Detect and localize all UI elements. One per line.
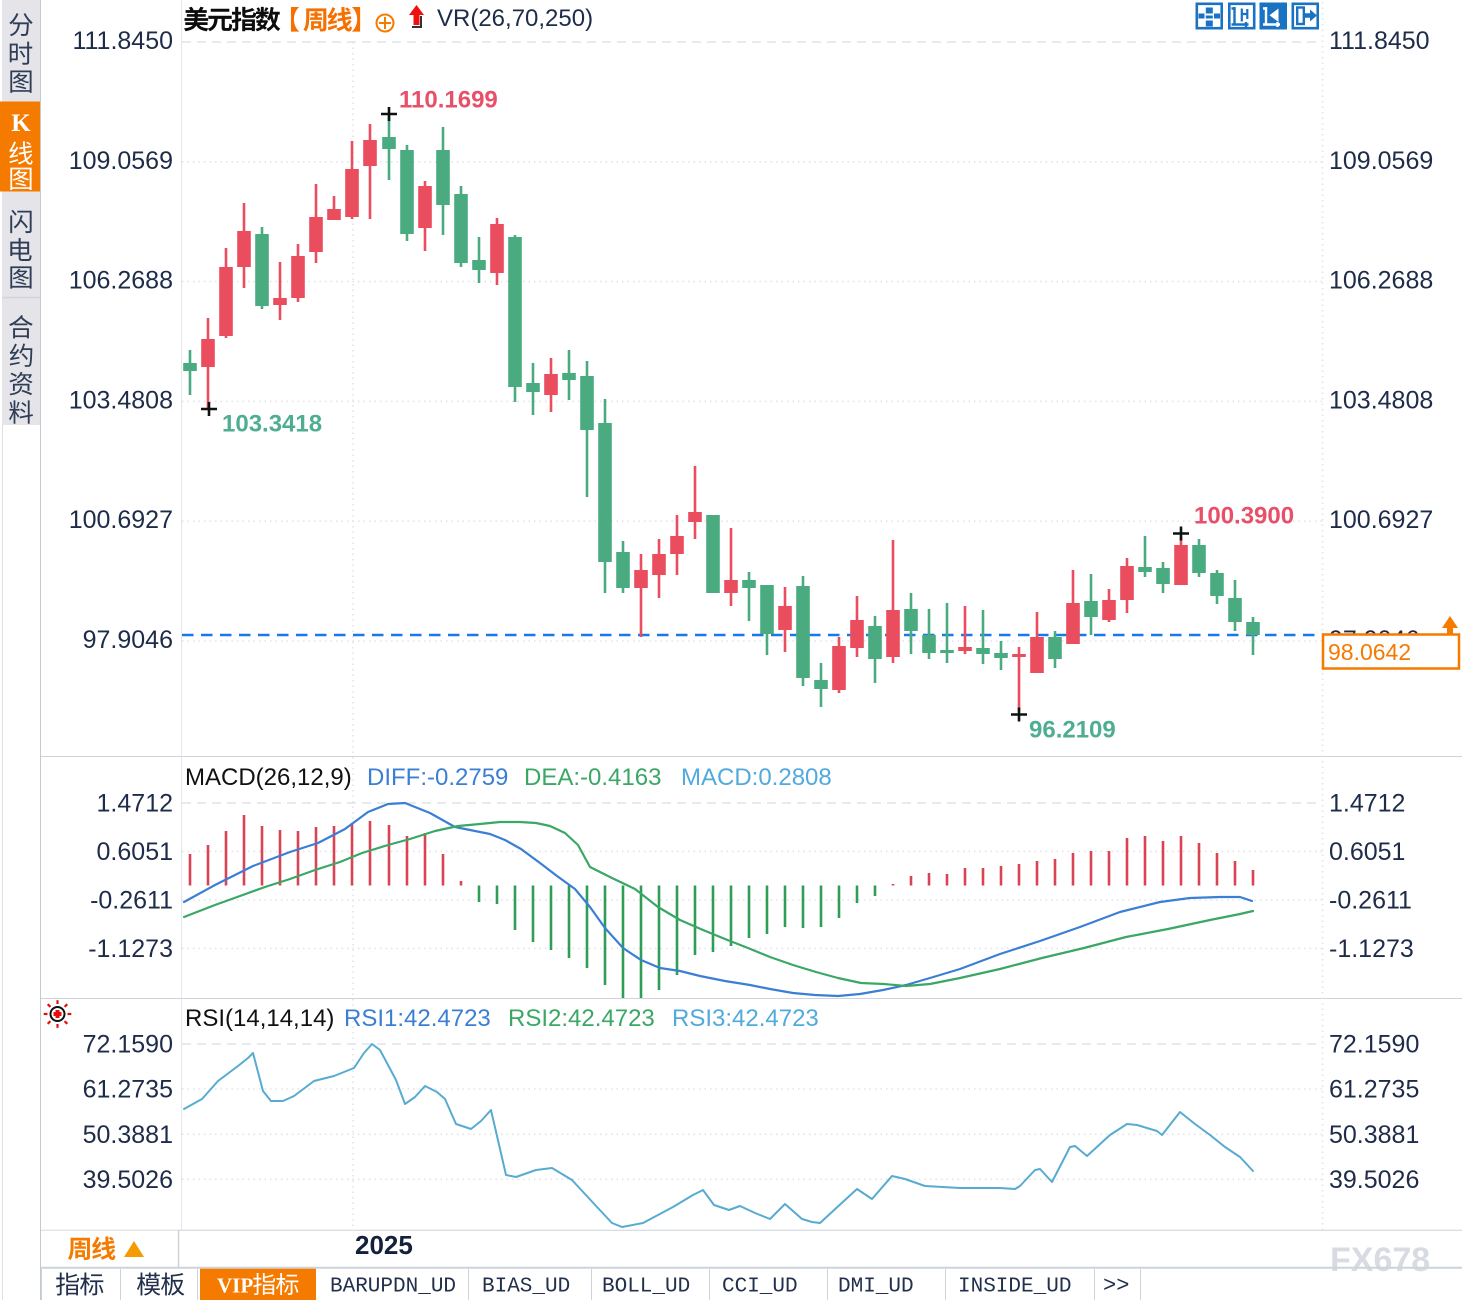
svg-text:VIP: VIP bbox=[217, 1274, 253, 1298]
svg-text:VR(26,70,250): VR(26,70,250) bbox=[437, 5, 593, 32]
svg-text:61.2735: 61.2735 bbox=[1329, 1076, 1419, 1104]
svg-text:96.2109: 96.2109 bbox=[1029, 717, 1116, 744]
svg-text:39.5026: 39.5026 bbox=[1329, 1166, 1419, 1194]
svg-text:-0.2611: -0.2611 bbox=[1329, 887, 1412, 915]
svg-text:RSI(14,14,14): RSI(14,14,14) bbox=[185, 1005, 334, 1032]
svg-text:109.0569: 109.0569 bbox=[69, 147, 173, 175]
svg-text:BARUPDN_UD: BARUPDN_UD bbox=[330, 1276, 456, 1299]
svg-text:0.6051: 0.6051 bbox=[1329, 838, 1405, 866]
svg-text:RSI2:42.4723: RSI2:42.4723 bbox=[508, 1005, 655, 1032]
svg-text:110.1699: 110.1699 bbox=[399, 87, 498, 114]
svg-text:103.3418: 103.3418 bbox=[222, 411, 322, 438]
svg-text:61.2735: 61.2735 bbox=[83, 1076, 173, 1104]
svg-text:100.3900: 100.3900 bbox=[1194, 503, 1294, 530]
svg-text:CCI_UD: CCI_UD bbox=[722, 1276, 798, 1299]
svg-text:DEA:-0.4163: DEA:-0.4163 bbox=[524, 764, 661, 791]
svg-text:MACD:0.2808: MACD:0.2808 bbox=[681, 764, 832, 791]
svg-text:106.2688: 106.2688 bbox=[1329, 267, 1433, 295]
svg-text:103.4808: 103.4808 bbox=[69, 386, 173, 414]
svg-text:INSIDE_UD: INSIDE_UD bbox=[958, 1276, 1071, 1299]
svg-text:39.5026: 39.5026 bbox=[83, 1166, 173, 1194]
svg-text:>>: >> bbox=[1103, 1274, 1129, 1299]
svg-text:RSI3:42.4723: RSI3:42.4723 bbox=[672, 1005, 819, 1032]
svg-text:103.4808: 103.4808 bbox=[1329, 386, 1433, 414]
svg-text:DIFF:-0.2759: DIFF:-0.2759 bbox=[367, 764, 508, 791]
svg-text:97.9046: 97.9046 bbox=[83, 626, 173, 654]
svg-text:0.6051: 0.6051 bbox=[97, 838, 173, 866]
svg-text:RSI1:42.4723: RSI1:42.4723 bbox=[344, 1005, 491, 1032]
svg-text:111.8450: 111.8450 bbox=[1329, 27, 1430, 55]
svg-text:72.1590: 72.1590 bbox=[83, 1031, 173, 1059]
svg-text:FX678: FX678 bbox=[1330, 1241, 1430, 1279]
svg-text:98.0642: 98.0642 bbox=[1328, 639, 1411, 665]
svg-text:-1.1273: -1.1273 bbox=[1329, 935, 1414, 963]
svg-text:111.8450: 111.8450 bbox=[72, 27, 173, 55]
svg-text:50.3881: 50.3881 bbox=[1329, 1121, 1419, 1149]
svg-text:50.3881: 50.3881 bbox=[83, 1121, 173, 1149]
svg-text:BOLL_UD: BOLL_UD bbox=[602, 1276, 690, 1299]
svg-text:72.1590: 72.1590 bbox=[1329, 1031, 1419, 1059]
svg-text:K: K bbox=[11, 110, 31, 137]
svg-text:1.4712: 1.4712 bbox=[97, 790, 173, 818]
svg-text:DMI_UD: DMI_UD bbox=[838, 1276, 914, 1299]
svg-text:100.6927: 100.6927 bbox=[69, 506, 173, 534]
svg-text:-0.2611: -0.2611 bbox=[90, 887, 173, 915]
svg-text:1.4712: 1.4712 bbox=[1329, 790, 1405, 818]
svg-text:100.6927: 100.6927 bbox=[1329, 506, 1433, 534]
svg-text:2025: 2025 bbox=[355, 1230, 413, 1260]
svg-text:BIAS_UD: BIAS_UD bbox=[482, 1276, 570, 1299]
svg-text:-1.1273: -1.1273 bbox=[88, 935, 173, 963]
svg-text:109.0569: 109.0569 bbox=[1329, 147, 1433, 175]
svg-text:MACD(26,12,9): MACD(26,12,9) bbox=[185, 764, 352, 791]
svg-text:106.2688: 106.2688 bbox=[69, 267, 173, 295]
